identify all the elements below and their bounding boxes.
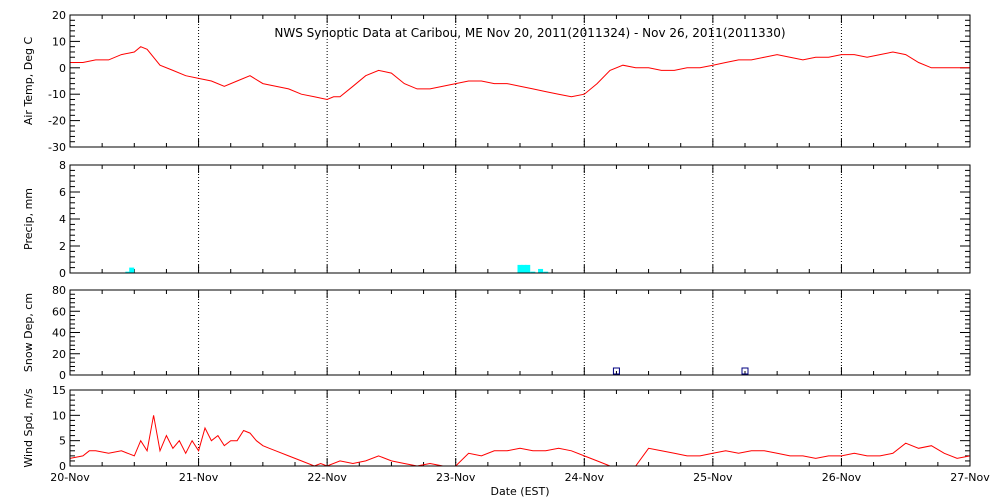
y-tick-label: -30 [48, 141, 66, 154]
precip-bar [525, 264, 531, 273]
y-tick-label: 20 [52, 9, 66, 22]
y-tick-label: 15 [52, 384, 66, 397]
panel-1: 0 2 4 6 8 Precip, mm [22, 159, 971, 280]
precip-bar [530, 271, 536, 273]
y-tick-label: 6 [59, 186, 66, 199]
snow-depth-point [612, 367, 620, 375]
y-tick-label: 0 [59, 369, 66, 382]
precip-bar [543, 271, 549, 273]
y-axis-label: Air Temp, Deg C [22, 37, 35, 126]
panel-3: 0 5 10 15 Wind Spd, m/s [22, 384, 971, 473]
series-line [69, 415, 971, 467]
x-tick-label: 21-Nov [179, 471, 219, 484]
x-tick-label: 26-Nov [822, 471, 862, 484]
precip-bar [129, 267, 135, 273]
x-tick-label: 20-Nov [50, 471, 90, 484]
x-tick-label: 25-Nov [693, 471, 733, 484]
y-tick-label: 60 [52, 305, 66, 318]
y-tick-label: 80 [52, 284, 66, 297]
y-tick-label: 40 [52, 327, 66, 340]
y-tick-label: 0 [59, 460, 66, 473]
x-tick-label: 24-Nov [565, 471, 605, 484]
panel-frame [69, 14, 971, 148]
x-axis-label: Date (EST) [490, 485, 549, 498]
y-axis-label: Precip, mm [22, 188, 35, 250]
precip-bar [517, 264, 523, 273]
panel-frame [69, 389, 971, 467]
y-tick-label: -10 [48, 88, 66, 101]
y-tick-label: 10 [52, 409, 66, 422]
precip-bar [125, 271, 131, 273]
series-line [70, 46, 970, 101]
y-tick-label: 4 [59, 213, 66, 226]
y-tick-label: 5 [59, 435, 66, 448]
panel-frame [69, 164, 971, 274]
y-tick-label: -20 [48, 115, 66, 128]
x-tick-label: 23-Nov [436, 471, 476, 484]
panel-0: -30 -20 -10 0 10 20 Air Temp, Deg C [22, 9, 971, 154]
y-tick-label: 0 [59, 62, 66, 75]
chart-title: NWS Synoptic Data at Caribou, ME Nov 20,… [274, 26, 785, 40]
y-tick-label: 20 [52, 348, 66, 361]
x-tick-label: 27-Nov [950, 471, 990, 484]
panel-2: 0 20 40 60 80 Snow Dep, cm [22, 284, 971, 382]
y-axis-label: Snow Dep, cm [22, 293, 35, 372]
panel-frame [69, 289, 971, 376]
y-axis-label: Wind Spd, m/s [22, 388, 35, 468]
panels-group: -30 -20 -10 0 10 20 Air Temp, Deg C 0 2 4 6 8 Precip… [22, 9, 971, 473]
y-tick-label: 8 [59, 159, 66, 172]
snow-depth-point [741, 367, 749, 375]
precip-bar [521, 264, 527, 273]
precip-bar [538, 268, 544, 273]
y-tick-label: 0 [59, 267, 66, 280]
y-tick-label: 2 [59, 240, 66, 253]
x-tick-label: 22-Nov [307, 471, 347, 484]
x-axis-ticks: 20-Nov 21-Nov 22-Nov 23-Nov 24-Nov 25-Nov 26-N… [50, 471, 990, 484]
y-tick-label: 10 [52, 35, 66, 48]
